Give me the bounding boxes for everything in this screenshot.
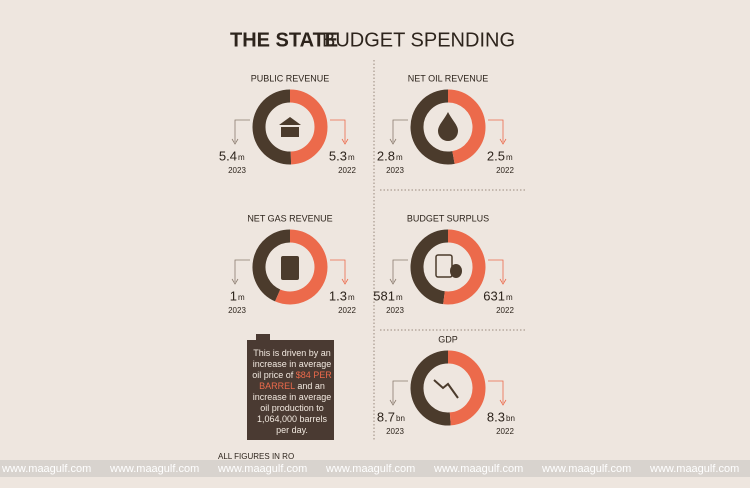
arrow-head	[231, 138, 239, 145]
donut-segment	[410, 350, 451, 426]
value-label: 1	[230, 288, 237, 303]
arrow-head	[231, 278, 239, 285]
watermark-band	[0, 460, 750, 477]
donut-segment	[447, 89, 486, 164]
year-label: 2023	[386, 306, 404, 315]
value-unit: m	[348, 153, 355, 162]
icon	[281, 256, 299, 280]
watermark: www.maagulf.com	[541, 463, 631, 475]
watermark: www.maagulf.com	[325, 463, 415, 475]
donut-segment	[447, 350, 486, 426]
note-text: and an increase in average oil productio…	[252, 381, 332, 435]
arrow-head	[499, 399, 507, 406]
panel-title: NET GAS REVENUE	[247, 213, 332, 223]
arrow-head	[499, 278, 507, 285]
arrow	[234, 119, 250, 142]
donut-segment	[275, 229, 328, 305]
arrow-head	[499, 138, 507, 145]
arrow-head	[389, 399, 397, 406]
panel-title: PUBLIC REVENUE	[251, 73, 330, 83]
value-label: 1.3	[329, 288, 347, 303]
year-label: 2022	[496, 427, 514, 436]
icon	[438, 112, 458, 141]
value-unit: bn	[396, 414, 405, 423]
footer: ALL FIGURES IN RO	[218, 452, 294, 461]
note-box	[247, 334, 334, 440]
value-label: 631	[483, 288, 505, 303]
donut-segment	[252, 229, 291, 302]
watermark: www.maagulf.com	[1, 463, 91, 475]
watermark: www.maagulf.com	[109, 463, 199, 475]
value-label: 2.5	[487, 148, 505, 163]
value-unit: m	[396, 153, 403, 162]
value-unit: m	[396, 293, 403, 302]
value-unit: m	[238, 153, 245, 162]
year-label: 2023	[386, 427, 404, 436]
value-label: 581	[373, 288, 395, 303]
arrow-head	[341, 138, 349, 145]
arrow-head	[389, 278, 397, 285]
value-unit: m	[506, 153, 513, 162]
value-label: 2.8	[377, 148, 395, 163]
value-label: 8.7	[377, 409, 395, 424]
value-label: 5.4	[219, 148, 237, 163]
title: BUDGET SPENDING	[322, 29, 515, 51]
value-label: 8.3	[487, 409, 505, 424]
year-label: 2022	[496, 306, 514, 315]
donut-segment	[410, 89, 455, 165]
value-label: 5.3	[329, 148, 347, 163]
year-label: 2022	[496, 166, 514, 175]
icon	[450, 264, 462, 278]
year-label: 2022	[338, 306, 356, 315]
value-unit: m	[238, 293, 245, 302]
donut-segment	[289, 89, 328, 165]
panel-title: NET OIL REVENUE	[408, 73, 489, 83]
arrow	[330, 259, 346, 282]
donut-segment	[410, 229, 449, 305]
arrow	[392, 380, 408, 403]
watermark: www.maagulf.com	[649, 463, 739, 475]
year-label: 2023	[228, 306, 246, 315]
value-unit: m	[506, 293, 513, 302]
note-highlight: $84 PER BARREL	[259, 370, 332, 391]
year-label: 2022	[338, 166, 356, 175]
icon	[433, 379, 459, 399]
title-lead: THE STATE	[230, 29, 338, 51]
arrow-head	[389, 138, 397, 145]
arrow	[330, 119, 346, 142]
year-label: 2023	[228, 166, 246, 175]
icon	[435, 254, 453, 278]
note: This is driven by an increase in average…	[250, 348, 334, 436]
note-text: This is driven by an increase in average…	[252, 348, 332, 380]
arrow	[392, 259, 408, 282]
panel-title: BUDGET SURPLUS	[407, 213, 489, 223]
watermark: www.maagulf.com	[433, 463, 523, 475]
icon	[279, 117, 301, 137]
arrow	[392, 119, 408, 142]
value-unit: m	[348, 293, 355, 302]
watermark: www.maagulf.com	[217, 463, 307, 475]
panel-title: GDP	[438, 334, 458, 344]
arrow	[234, 259, 250, 282]
donut-segment	[443, 229, 486, 305]
year-label: 2023	[386, 166, 404, 175]
arrow	[488, 119, 504, 142]
arrow-head	[341, 278, 349, 285]
arrow	[488, 259, 504, 282]
arrow	[488, 380, 504, 403]
donut-segment	[252, 89, 292, 165]
value-unit: bn	[506, 414, 515, 423]
